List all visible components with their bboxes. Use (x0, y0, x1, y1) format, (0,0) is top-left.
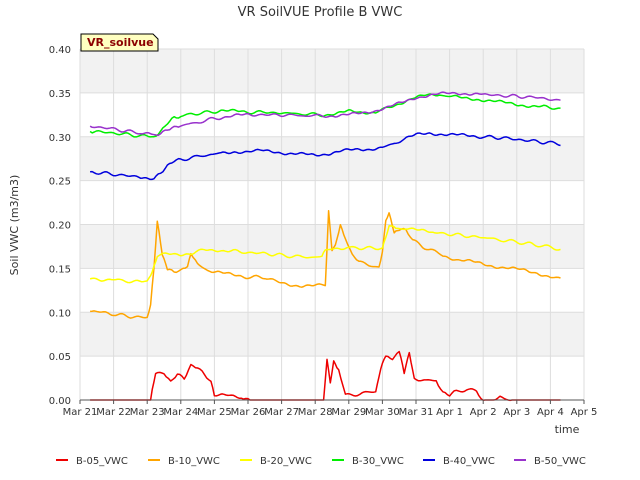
annotation-label: VR_soilvue (87, 36, 154, 49)
y-tick-label: 0.25 (49, 177, 71, 188)
legend-label: B-20_VWC (260, 456, 312, 467)
series-line-b-05-vwc (90, 350, 561, 402)
plot-band (80, 49, 584, 93)
legend-label: B-05_VWC (76, 456, 128, 467)
x-tick-label: Mar 24 (163, 407, 198, 418)
legend-label: B-50_VWC (534, 456, 586, 467)
grid-lines (79, 48, 585, 401)
x-tick-label: Apr 3 (503, 407, 530, 418)
y-tick-label: 0.05 (49, 352, 71, 363)
series-line-b-10-vwc (90, 210, 561, 319)
plot-background (80, 49, 584, 357)
y-tick-label: 0.10 (49, 308, 71, 319)
y-tick-label: 0.20 (49, 221, 71, 232)
x-tick-label: Mar 28 (298, 407, 333, 418)
x-tick-label: Apr 2 (470, 407, 497, 418)
series-line-b-20-vwc (89, 225, 561, 284)
y-tick-labels: 0.00 0.05 0.10 0.15 0.20 0.25 0.30 0.35 0.40 (49, 45, 71, 407)
legend: B-05_VWC B-10_VWC B-20_VWC B-30_VWC B-40_VWC… (56, 456, 586, 467)
annotation-box: VR_soilvue (80, 33, 159, 52)
series-line-b-40-vwc (90, 132, 561, 181)
axes (79, 399, 585, 404)
x-tick-label: Mar 21 (63, 407, 98, 418)
x-axis-label: time (555, 423, 580, 436)
x-tick-label: Mar 25 (197, 407, 232, 418)
plot-band (80, 136, 584, 181)
legend-label: B-40_VWC (443, 456, 495, 467)
x-tick-label: Mar 23 (130, 407, 165, 418)
x-tick-label: Mar 29 (331, 407, 366, 418)
x-tick-label: Mar 27 (264, 407, 299, 418)
x-tick-label: Mar 22 (96, 407, 131, 418)
x-tick-label: Apr 4 (537, 407, 564, 418)
series-lines (89, 91, 561, 402)
y-tick-label: 0.15 (49, 264, 71, 275)
x-tick-label: Mar 26 (231, 407, 266, 418)
legend-label: B-30_VWC (352, 456, 404, 467)
y-tick-label: 0.00 (49, 396, 71, 407)
series-line-b-50-vwc (89, 91, 561, 136)
legend-label: B-10_VWC (168, 456, 220, 467)
x-tick-label: Mar 30 (365, 407, 400, 418)
chart-title: VR SoilVUE Profile B VWC (238, 5, 403, 20)
x-tick-label: Apr 5 (571, 407, 598, 418)
y-axis-label: Soil VWC (m3/m3) (8, 175, 21, 276)
y-tick-label: 0.40 (49, 45, 71, 56)
y-tick-label: 0.35 (49, 89, 71, 100)
series-line-b-30-vwc (89, 93, 561, 138)
y-tick-label: 0.30 (49, 133, 71, 144)
plot-band (80, 312, 584, 357)
x-tick-label: Mar 31 (399, 407, 434, 418)
x-tick-label: Apr 1 (436, 407, 463, 418)
